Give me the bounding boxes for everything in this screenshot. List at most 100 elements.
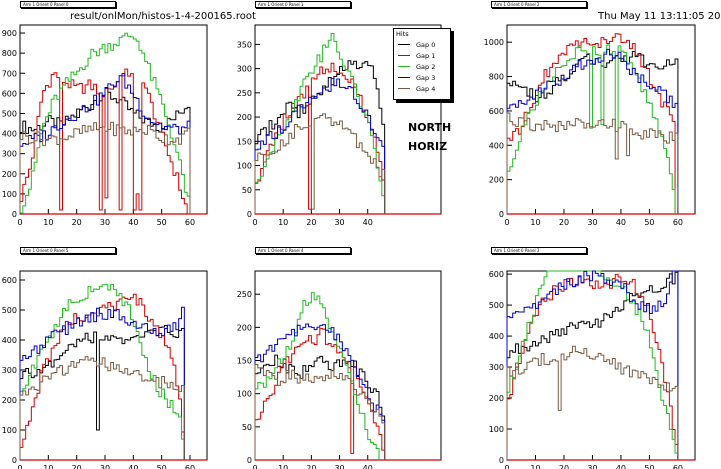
x-tick-label: 40 bbox=[128, 218, 138, 227]
x-tick-label: 30 bbox=[100, 464, 110, 469]
series-line-gap3 bbox=[506, 270, 679, 460]
legend-label: Gap 2 bbox=[416, 62, 436, 71]
series-line-gap2 bbox=[19, 283, 185, 460]
x-tick-label: 0 bbox=[17, 464, 22, 469]
x-tick-label: 60 bbox=[185, 464, 195, 469]
y-tick-label: 800 bbox=[489, 73, 504, 82]
y-tick-label: 700 bbox=[2, 69, 17, 78]
legend-label: Gap 3 bbox=[416, 73, 436, 82]
y-tick-label: 50 bbox=[242, 186, 252, 195]
y-tick-label: 350 bbox=[237, 40, 252, 49]
series-line-gap4 bbox=[506, 345, 679, 460]
y-tick-label: 200 bbox=[237, 113, 252, 122]
x-tick-label: 40 bbox=[616, 218, 626, 227]
series-line-gap1 bbox=[254, 328, 386, 460]
y-tick-label: 200 bbox=[489, 394, 504, 403]
hist-title-panel1: Arm 1 Orient 0 Panel 1 bbox=[255, 1, 351, 8]
y-tick-label: 50 bbox=[242, 423, 252, 432]
y-tick-label: 100 bbox=[237, 390, 252, 399]
y-tick-label: 100 bbox=[2, 426, 17, 435]
y-tick-label: 250 bbox=[237, 89, 252, 98]
x-tick-label: 40 bbox=[128, 464, 138, 469]
x-tick-label: 10 bbox=[43, 464, 53, 469]
y-tick-label: 900 bbox=[2, 29, 17, 38]
legend-swatch bbox=[398, 55, 410, 56]
series-line-gap4 bbox=[254, 113, 386, 214]
series-line-gap4 bbox=[19, 121, 191, 214]
series-line-gap0 bbox=[254, 354, 386, 460]
legend-entry-gap4: Gap 4 bbox=[394, 83, 450, 94]
datetime-label: Thu May 11 13:11:05 2006 bbox=[598, 11, 721, 22]
histogram-panel-2: 0 200 400 600 800 1000 0 10 20 30 40 50 60 bbox=[484, 24, 696, 227]
x-tick-label: 40 bbox=[616, 464, 626, 469]
histogram-panel-4: 0 50 100 150 200 250 0 10 20 30 40 bbox=[237, 270, 442, 469]
x-tick-label: 30 bbox=[334, 464, 344, 469]
x-tick-label: 0 bbox=[17, 218, 22, 227]
x-tick-label: 50 bbox=[157, 218, 167, 227]
y-tick-label: 300 bbox=[237, 65, 252, 74]
x-tick-label: 40 bbox=[363, 464, 373, 469]
y-tick-label: 800 bbox=[2, 49, 17, 58]
legend-entry-gap3: Gap 3 bbox=[394, 72, 450, 83]
x-tick-label: 0 bbox=[504, 464, 509, 469]
series-line-gap2 bbox=[506, 44, 676, 214]
legend-entry-gap2: Gap 2 bbox=[394, 61, 450, 72]
legend-label: Gap 1 bbox=[416, 51, 436, 60]
x-tick-label: 30 bbox=[334, 218, 344, 227]
series-line-gap3 bbox=[254, 77, 386, 214]
histogram-panel-5: 0 100 200 300 400 500 600 0 10 20 30 40 50 60 bbox=[2, 270, 208, 469]
legend-swatch bbox=[398, 77, 410, 78]
x-tick-label: 20 bbox=[559, 218, 569, 227]
series-line-gap3 bbox=[19, 306, 185, 460]
y-tick-label: 200 bbox=[2, 396, 17, 405]
horiz-label: HORIZ bbox=[408, 140, 448, 153]
legend-label: Gap 0 bbox=[416, 40, 436, 49]
x-tick-label: 20 bbox=[306, 218, 316, 227]
series-line-gap2 bbox=[254, 33, 386, 214]
x-tick-label: 10 bbox=[278, 218, 288, 227]
legend-swatch bbox=[398, 44, 410, 45]
x-tick-label: 10 bbox=[530, 218, 540, 227]
y-tick-label: 0 bbox=[247, 456, 252, 465]
y-tick-label: 600 bbox=[489, 270, 504, 279]
hist-title-panel4: Arm 1 Orient 0 Panel 4 bbox=[255, 247, 351, 254]
y-tick-label: 500 bbox=[489, 301, 504, 310]
hist-title-panel2: Arm 1 Orient 0 Panel 2 bbox=[491, 1, 587, 8]
y-tick-label: 400 bbox=[489, 141, 504, 150]
x-tick-label: 60 bbox=[673, 464, 683, 469]
y-tick-label: 150 bbox=[237, 137, 252, 146]
y-tick-label: 400 bbox=[489, 332, 504, 341]
series-line-gap1 bbox=[254, 62, 386, 214]
hist-title-panel3: Arm 1 Orient 0 Panel 3 bbox=[491, 247, 587, 254]
series-line-gap0 bbox=[506, 271, 679, 460]
y-tick-label: 300 bbox=[2, 150, 17, 159]
north-label: NORTH bbox=[408, 121, 452, 134]
x-tick-label: 20 bbox=[559, 464, 569, 469]
histogram-panel-3: 0 100 200 300 400 500 600 0 10 20 30 40 50 60 bbox=[489, 270, 696, 469]
x-tick-label: 10 bbox=[278, 464, 288, 469]
legend-title: Hits bbox=[396, 30, 409, 38]
y-tick-label: 300 bbox=[2, 366, 17, 375]
x-tick-label: 20 bbox=[306, 464, 316, 469]
series-line-gap1 bbox=[506, 273, 679, 460]
x-tick-label: 40 bbox=[363, 218, 373, 227]
x-tick-label: 30 bbox=[100, 218, 110, 227]
y-tick-label: 100 bbox=[237, 162, 252, 171]
x-tick-label: 0 bbox=[252, 464, 257, 469]
x-tick-label: 0 bbox=[252, 218, 257, 227]
series-line-gap1 bbox=[506, 33, 676, 214]
y-tick-label: 0 bbox=[12, 456, 17, 465]
series-line-gap4 bbox=[506, 112, 679, 214]
series-line-gap0 bbox=[254, 60, 386, 214]
histogram-panel-0: 0 100 200 300 400 500 600 700 800 900 0 10 20 30 40 50 6… bbox=[2, 24, 208, 227]
hist-title-panel5: Arm 1 Orient 0 Panel 5 bbox=[20, 247, 116, 254]
y-tick-label: 150 bbox=[237, 357, 252, 366]
legend-entry-gap0: Gap 0 bbox=[394, 39, 450, 50]
series-line-gap2 bbox=[506, 270, 679, 460]
y-tick-label: 1000 bbox=[484, 38, 504, 47]
x-tick-label: 10 bbox=[43, 218, 53, 227]
series-line-gap4 bbox=[254, 363, 386, 460]
y-tick-label: 200 bbox=[237, 323, 252, 332]
y-tick-label: 400 bbox=[2, 336, 17, 345]
y-tick-label: 600 bbox=[2, 276, 17, 285]
